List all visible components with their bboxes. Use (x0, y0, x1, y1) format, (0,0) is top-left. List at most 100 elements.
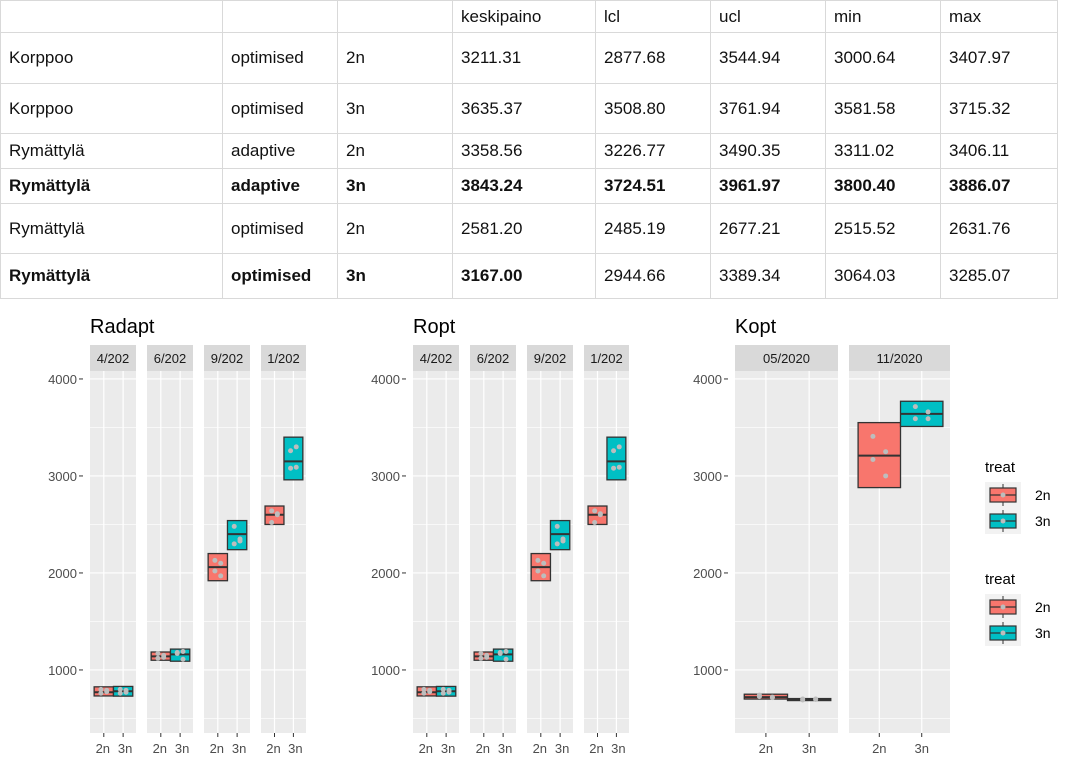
facet-panel: 1/202 2n 3n (584, 345, 629, 756)
table-cell: 3886.07 (940, 168, 1058, 204)
data-point (421, 690, 427, 696)
legend: treat 2n 3n (985, 571, 1051, 646)
legend-point (1000, 604, 1006, 610)
data-point (440, 690, 446, 696)
data-point (870, 456, 876, 462)
y-tick-label: 3000 (48, 469, 77, 484)
table-cell: 3285.07 (940, 253, 1058, 299)
panel-background (735, 371, 838, 733)
table-cell: 2944.66 (595, 253, 711, 299)
box-3n (786, 696, 832, 703)
box-3n (283, 436, 304, 481)
legend-label: 2n (1035, 599, 1051, 615)
data-point (883, 449, 889, 455)
data-point (98, 690, 104, 696)
data-point (535, 557, 541, 563)
data-point (237, 536, 243, 542)
table-row: Korppoo optimised 3n 3635.37 3508.80 3761.94 3… (0, 83, 1058, 134)
data-point (813, 696, 819, 702)
legend-title: treat (985, 459, 1016, 476)
chart-radapt: Radapt 1000 2000 3000 4000 4/202 2n 3n 6/202 2n 3n… (48, 316, 306, 756)
data-point (440, 686, 446, 692)
facet-panel: 05/2020 2n 3n (735, 345, 838, 756)
data-point (212, 557, 218, 563)
data-point (756, 694, 762, 700)
table-cell: 3226.77 (595, 133, 711, 169)
facet-label: 4/202 (97, 351, 130, 366)
facet-panel: 6/202 2n 3n (147, 345, 193, 756)
legend: treat 2n 3n (985, 459, 1051, 534)
x-tick-label: 3n (914, 741, 928, 756)
x-tick-label: 2n (266, 741, 280, 756)
box-2n (416, 686, 438, 697)
panel-background (204, 371, 250, 733)
table-cell: optimised (222, 83, 338, 134)
data-point (269, 508, 275, 514)
table-row: Rymättylä optimised 3n 3167.00 2944.66 3389.3… (0, 253, 1058, 299)
chart-title: Kopt (735, 316, 777, 338)
y-tick-label: 1000 (371, 663, 400, 678)
data-point (912, 404, 918, 410)
data-point (98, 686, 104, 692)
facet-strip (470, 345, 516, 371)
data-point (592, 520, 598, 526)
x-tick-label: 3n (232, 741, 246, 756)
facet-strip (204, 345, 250, 371)
box (606, 436, 627, 481)
box-3n (549, 519, 571, 551)
box-3n (226, 519, 248, 551)
data-point (446, 687, 452, 693)
x-tick-label: 3n (118, 741, 132, 756)
facet-label: 6/202 (154, 351, 187, 366)
facet-panel: 9/202 2n 3n (527, 345, 573, 756)
facet-strip (90, 345, 136, 371)
chart-title: Ropt (413, 316, 456, 338)
box-3n (606, 436, 627, 481)
table-cell (337, 0, 453, 33)
panel-background (261, 371, 306, 733)
data-point (484, 654, 490, 660)
data-point (611, 448, 617, 454)
legend-point (1000, 492, 1006, 498)
facet-panel: 4/202 2n 3n (90, 345, 136, 756)
data-point (611, 465, 617, 471)
table-cell: ucl (710, 0, 826, 33)
data-point (597, 512, 603, 518)
table-cell: 3724.51 (595, 168, 711, 204)
data-point (769, 695, 775, 701)
data-point (478, 655, 484, 661)
data-point (592, 508, 598, 514)
legend-label: 3n (1035, 513, 1051, 529)
y-tick-label: 4000 (48, 372, 77, 387)
facet-panel: 1/202 2n 3n (261, 345, 306, 756)
data-point (117, 686, 123, 692)
table-cell: 3358.56 (452, 133, 596, 169)
legend-point (1000, 518, 1006, 524)
box (283, 436, 304, 481)
data-point (231, 541, 237, 547)
data-point (269, 520, 275, 526)
data-point (541, 560, 547, 566)
box-2n (473, 650, 495, 661)
data-point (427, 689, 433, 695)
data-point (231, 523, 237, 529)
data-point (616, 464, 622, 470)
data-point (218, 573, 224, 579)
panel-background (527, 371, 573, 733)
legend-title: treat (985, 571, 1016, 588)
table-row: Rymättylä adaptive 2n 3358.56 3226.77 3490.35… (0, 133, 1058, 169)
table-cell: 3961.97 (710, 168, 826, 204)
data-point (288, 448, 294, 454)
table-row: Rymättylä adaptive 3n 3843.24 3724.51 3961.97… (0, 168, 1058, 204)
facet-strip (735, 345, 838, 371)
data-point (616, 444, 622, 450)
facet-label: 9/202 (534, 351, 567, 366)
box-2n (587, 505, 608, 526)
data-point (161, 654, 167, 660)
data-point (912, 416, 918, 422)
data-point (800, 697, 806, 703)
x-tick-label: 2n (210, 741, 224, 756)
table-cell: Rymättylä (0, 133, 223, 169)
data-point (554, 523, 560, 529)
y-tick-label: 3000 (371, 469, 400, 484)
